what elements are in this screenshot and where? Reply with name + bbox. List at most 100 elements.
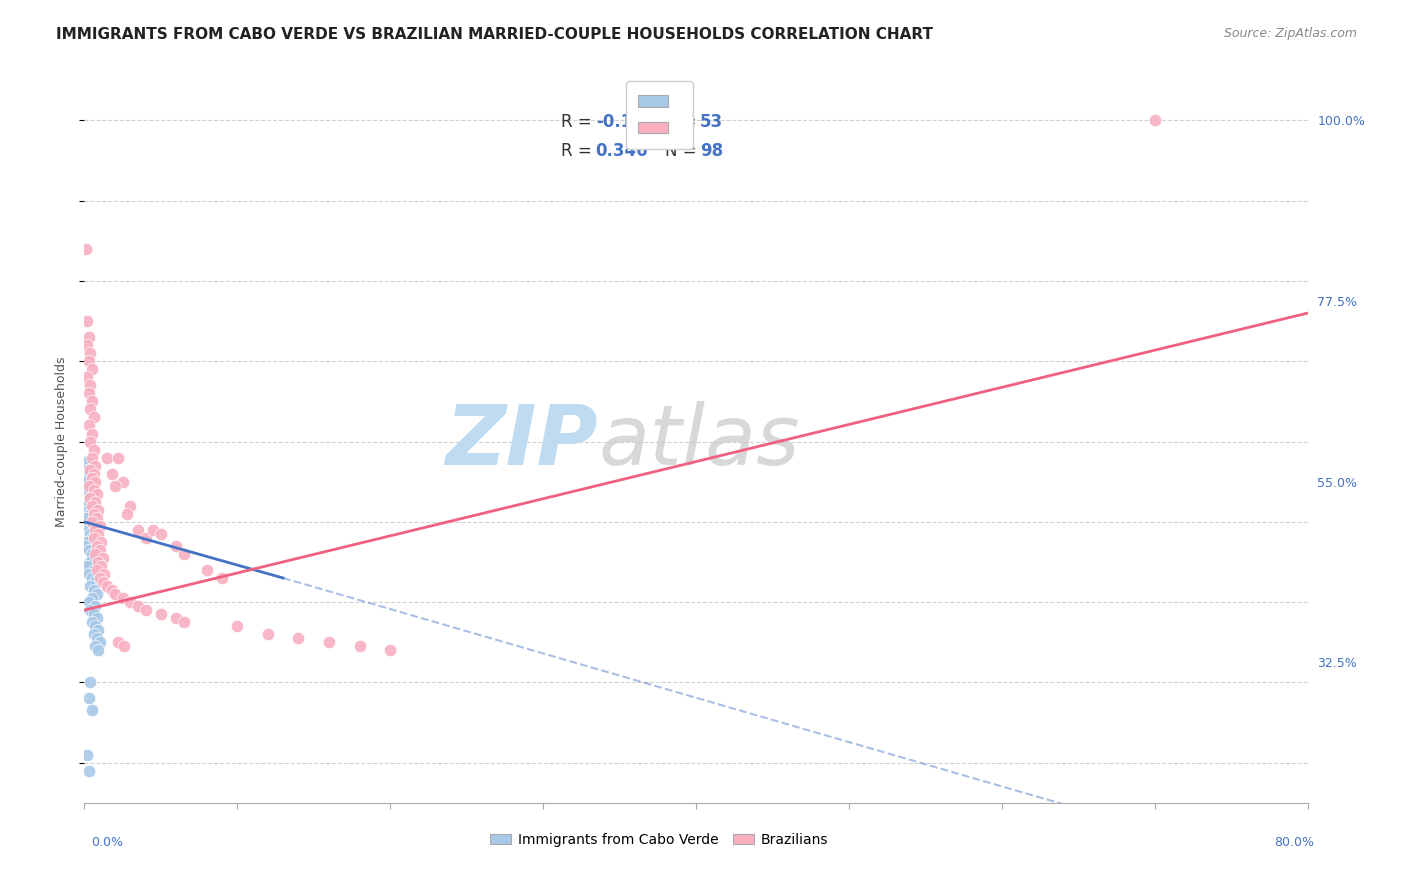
Point xyxy=(79,346,101,360)
Point xyxy=(87,526,110,541)
Point xyxy=(89,571,111,585)
Point xyxy=(77,542,100,557)
Point xyxy=(80,426,103,441)
Point xyxy=(349,639,371,653)
Point xyxy=(111,475,134,489)
Point xyxy=(84,574,107,589)
Point xyxy=(79,378,101,392)
Point xyxy=(77,595,100,609)
Y-axis label: Married-couple Households: Married-couple Households xyxy=(55,356,69,527)
Point xyxy=(83,531,105,545)
Point xyxy=(101,467,124,481)
Point xyxy=(127,523,149,537)
Point xyxy=(83,583,105,598)
Point xyxy=(77,567,100,582)
Point xyxy=(76,475,98,489)
Text: R =: R = xyxy=(561,113,598,131)
Point xyxy=(77,418,100,433)
Point xyxy=(79,402,101,417)
Point xyxy=(75,467,97,481)
Point xyxy=(77,523,100,537)
Point xyxy=(80,531,103,545)
Point xyxy=(79,491,101,505)
Point xyxy=(80,703,103,717)
Point xyxy=(84,547,107,561)
Point xyxy=(86,486,108,500)
Point xyxy=(76,499,98,513)
Point xyxy=(77,691,100,706)
Point xyxy=(77,502,100,516)
Point xyxy=(76,486,98,500)
Point xyxy=(87,502,110,516)
Point xyxy=(79,478,101,492)
Point xyxy=(86,611,108,625)
Point xyxy=(75,483,97,497)
Point xyxy=(77,764,100,778)
Point xyxy=(76,462,98,476)
Text: 80.0%: 80.0% xyxy=(1275,837,1315,849)
Point xyxy=(80,450,103,465)
Point xyxy=(76,518,98,533)
Point xyxy=(80,547,103,561)
Point xyxy=(75,510,97,524)
Point xyxy=(89,635,111,649)
Legend: Immigrants from Cabo Verde, Brazilians: Immigrants from Cabo Verde, Brazilians xyxy=(484,826,835,854)
Point xyxy=(104,587,127,601)
Point xyxy=(75,242,97,256)
Point xyxy=(86,510,108,524)
Point xyxy=(86,563,108,577)
Point xyxy=(80,394,103,409)
Point xyxy=(80,362,103,376)
Point xyxy=(83,515,105,529)
Point xyxy=(79,526,101,541)
Point xyxy=(83,627,105,641)
Point xyxy=(107,635,129,649)
Point xyxy=(80,515,103,529)
Point xyxy=(257,627,280,641)
Point xyxy=(86,632,108,646)
Point xyxy=(115,507,138,521)
Point xyxy=(79,507,101,521)
Text: IMMIGRANTS FROM CABO VERDE VS BRAZILIAN MARRIED-COUPLE HOUSEHOLDS CORRELATION CH: IMMIGRANTS FROM CABO VERDE VS BRAZILIAN … xyxy=(56,27,934,42)
Point xyxy=(195,563,218,577)
Point xyxy=(79,434,101,449)
Point xyxy=(380,643,402,657)
Point xyxy=(104,478,127,492)
Point xyxy=(76,338,98,352)
Point xyxy=(93,567,115,582)
Point xyxy=(87,555,110,569)
Text: N =: N = xyxy=(665,142,702,161)
Point xyxy=(76,558,98,573)
Point xyxy=(89,518,111,533)
Point xyxy=(87,623,110,637)
Point xyxy=(80,591,103,605)
Point xyxy=(84,523,107,537)
Point xyxy=(84,550,107,566)
Point xyxy=(84,458,107,473)
Point xyxy=(96,579,118,593)
Point xyxy=(86,587,108,601)
Point xyxy=(1143,113,1166,128)
Point xyxy=(77,354,100,368)
Point xyxy=(84,639,107,653)
Point xyxy=(76,534,98,549)
Text: 0.0%: 0.0% xyxy=(91,837,124,849)
Point xyxy=(80,494,103,508)
Point xyxy=(165,611,187,625)
Point xyxy=(90,558,112,573)
Point xyxy=(226,619,249,633)
Point xyxy=(287,632,309,646)
Point xyxy=(111,591,134,605)
Point xyxy=(89,542,111,557)
Text: Source: ZipAtlas.com: Source: ZipAtlas.com xyxy=(1223,27,1357,40)
Point xyxy=(318,635,340,649)
Point xyxy=(80,615,103,630)
Text: -0.177: -0.177 xyxy=(596,113,655,131)
Point xyxy=(77,330,100,344)
Point xyxy=(79,603,101,617)
Point xyxy=(80,470,103,484)
Point xyxy=(173,615,195,630)
Point xyxy=(165,539,187,553)
Point xyxy=(77,491,100,505)
Point xyxy=(76,370,98,384)
